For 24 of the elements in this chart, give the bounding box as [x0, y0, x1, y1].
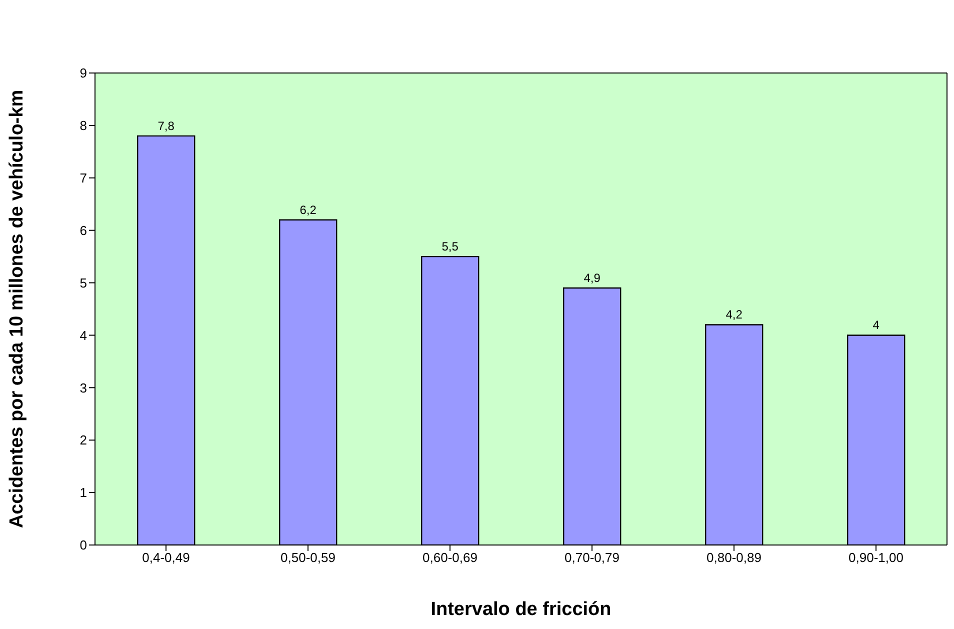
y-tick-label: 5 — [80, 275, 87, 290]
y-tick-label: 4 — [80, 328, 87, 343]
x-axis-title: Intervalo de fricción — [430, 599, 612, 620]
y-tick-label: 6 — [80, 222, 87, 238]
x-tick-label: 0,70-0,79 — [564, 550, 620, 566]
data-label: 4 — [872, 318, 880, 332]
x-tick-label: 0,90-1,00 — [848, 550, 904, 566]
y-tick-label: 1 — [80, 485, 87, 500]
y-axis-title: Accidentes por cada 10 millones de vehículo-km — [6, 90, 28, 528]
data-label: 5,5 — [442, 240, 459, 254]
y-tick-label: 3 — [80, 380, 87, 396]
x-tick-label: 0,4-0,49 — [142, 550, 190, 566]
data-label: 6,2 — [300, 202, 317, 217]
x-tick-label: 0,60-0,69 — [422, 550, 478, 566]
x-tick-label: 0,80-0,89 — [706, 550, 762, 566]
x-tick-label: 0,50-0,59 — [280, 550, 336, 566]
data-label: 4,2 — [726, 308, 743, 322]
data-label: 7,8 — [158, 118, 175, 133]
y-tick-label: 7 — [80, 170, 87, 186]
y-tick-label: 2 — [80, 432, 87, 448]
y-tick-label: 8 — [80, 118, 87, 134]
y-tick-label: 0 — [80, 538, 87, 553]
y-tick-label: 9 — [80, 66, 87, 81]
data-label: 4,9 — [584, 271, 601, 286]
